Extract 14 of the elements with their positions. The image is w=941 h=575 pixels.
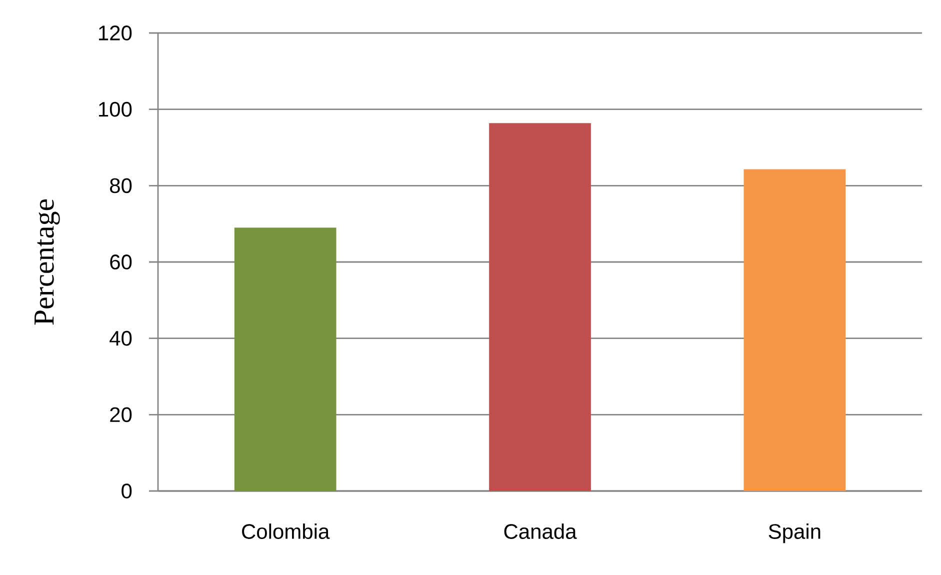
y-tick-label: 0: [122, 484, 132, 498]
y-tick-label: 120: [99, 26, 132, 40]
y-tick-label: 100: [99, 102, 132, 117]
y-tick-label: 80: [110, 178, 132, 194]
x-tick-label: Canada: [504, 524, 577, 539]
bar: [489, 123, 591, 491]
y-tick-label: 40: [110, 330, 132, 346]
bar: [234, 228, 336, 491]
bar: [744, 169, 846, 491]
y-tick-label: 20: [110, 407, 132, 422]
x-tick-label: Spain: [768, 524, 820, 544]
x-tick-label: Colombia: [242, 524, 330, 539]
y-tick-label: 60: [110, 254, 132, 270]
y-axis-title: Percentage: [34, 199, 60, 325]
